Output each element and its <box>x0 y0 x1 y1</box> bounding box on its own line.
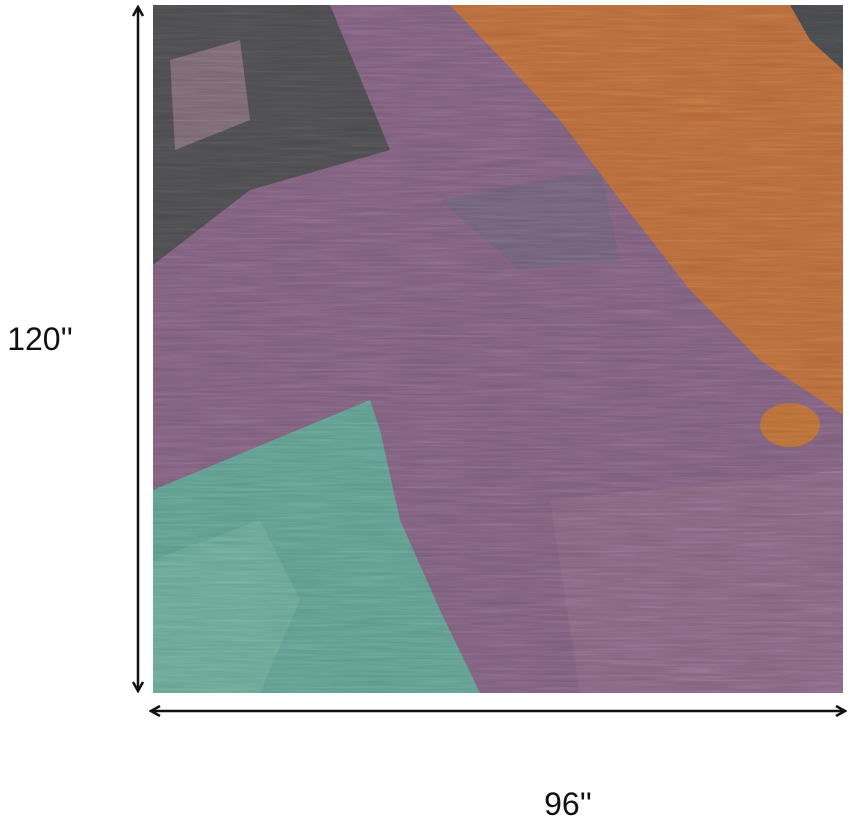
height-label: 120'' <box>7 321 73 357</box>
rug <box>153 5 843 693</box>
width-label: 96'' <box>544 786 592 822</box>
